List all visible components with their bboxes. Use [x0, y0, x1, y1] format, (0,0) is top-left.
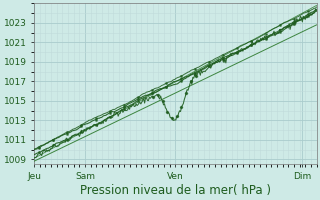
- X-axis label: Pression niveau de la mer( hPa ): Pression niveau de la mer( hPa ): [80, 184, 271, 197]
